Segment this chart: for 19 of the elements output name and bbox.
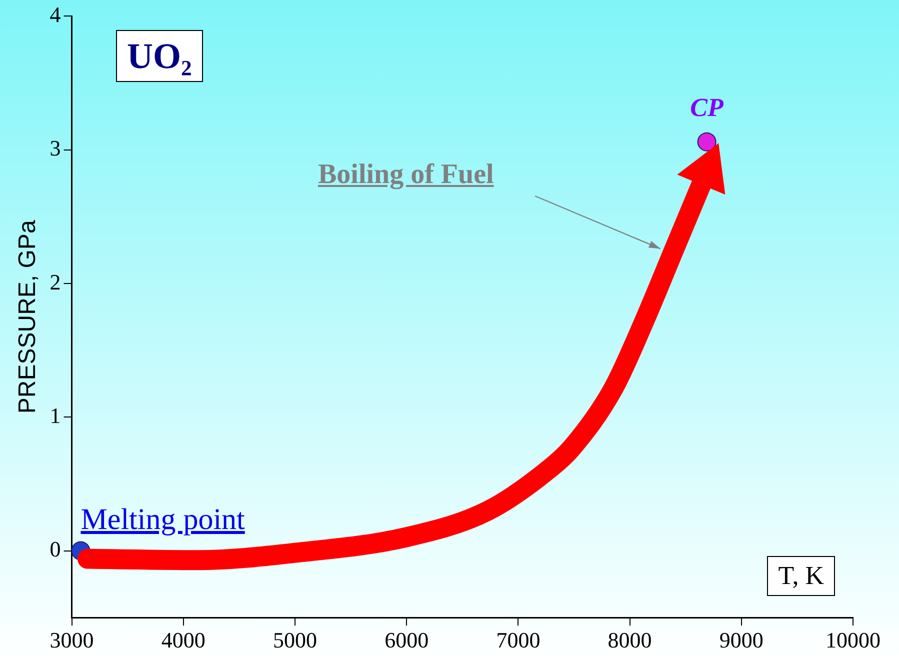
y-tick-label: 1 (50, 402, 61, 428)
annotation: Melting point (80, 502, 245, 536)
x-tick-label: 8000 (608, 628, 652, 653)
y-axis-title: PRESSURE, GPa (14, 220, 42, 414)
x-tick-label: 6000 (384, 628, 429, 653)
text: UO₂ (116, 30, 203, 82)
x-tick-label: 3000 (50, 628, 94, 653)
x-tick-label: 9000 (719, 628, 764, 653)
x-tick-label: 5000 (273, 628, 317, 653)
x-tick-label: 7000 (496, 628, 540, 653)
x-axis-title: T, K (767, 556, 835, 596)
y-tick-label: 2 (50, 269, 61, 294)
y-tick-label: 3 (50, 136, 61, 161)
x-tick-label: 10000 (826, 628, 880, 653)
x-tick-label: 4000 (161, 628, 206, 653)
annotation: CP (690, 92, 724, 122)
y-tick-label: 4 (50, 2, 61, 27)
y-tick-label: 0 (50, 536, 61, 562)
annotation: Boiling of Fuel (318, 159, 494, 191)
